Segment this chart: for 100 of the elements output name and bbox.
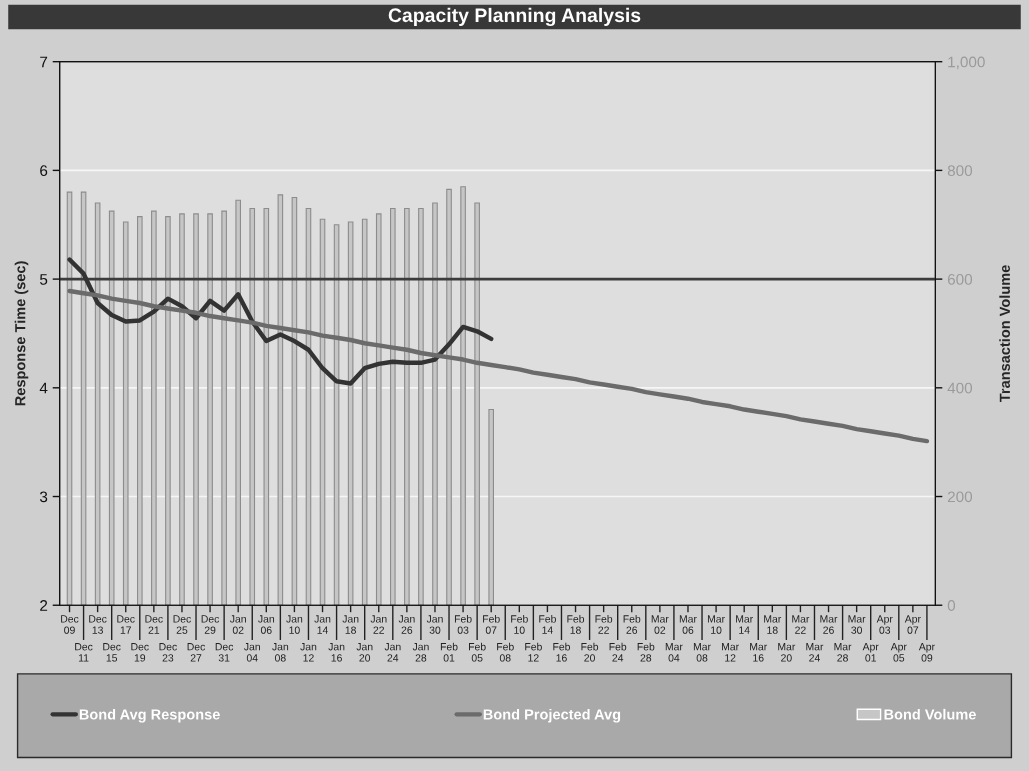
x-tick-label: Feb 22	[595, 614, 613, 634]
x-tick-label: Dec 15	[103, 643, 121, 662]
bar	[263, 207, 270, 606]
x-tick-label: Dec 29	[201, 615, 220, 634]
bar	[108, 210, 115, 606]
y-tick-label: 3	[39, 491, 48, 503]
x-tick-label: Dec 23	[159, 643, 177, 662]
x-tick-label: Mar 20	[778, 643, 796, 662]
x-tick-label: Apr 07	[904, 615, 921, 634]
x-tick-label: Mar 06	[679, 615, 697, 634]
x-tick-label: Mar 24	[806, 643, 824, 662]
bar	[151, 210, 157, 606]
bar	[122, 221, 129, 606]
x-tick-label: Dec 31	[215, 643, 234, 662]
y-tick-label: 2	[40, 600, 48, 611]
x-tick-label: Feb 12	[525, 642, 542, 662]
x-tick-label: Feb 07	[483, 614, 500, 634]
x-tick-label: Feb 03	[454, 614, 472, 634]
y-tick-label: 7	[40, 56, 48, 68]
y2-axis-title: Transaction Volume	[999, 265, 1010, 403]
x-tick-label: Mar 02	[651, 615, 669, 634]
x-tick-label: Jan 06	[258, 615, 275, 634]
x-tick-label: Apr 03	[876, 615, 893, 634]
bar	[432, 202, 438, 606]
bar	[375, 213, 382, 606]
x-tick-label: Dec 11	[75, 643, 93, 662]
line-series	[67, 288, 930, 444]
bar	[361, 218, 368, 606]
x-tick-label: Feb 18	[567, 614, 585, 634]
x-tick-label: Mar 18	[764, 615, 782, 634]
x-tick-label: Dec 17	[117, 615, 135, 634]
y-tick-label: 6	[40, 165, 48, 177]
bar	[221, 210, 227, 606]
bar	[460, 186, 466, 606]
bar	[446, 188, 452, 606]
x-tick-label: Jan 16	[328, 643, 345, 662]
x-tick-label: Dec 21	[145, 615, 163, 634]
chart-title: Capacity Planning Analysis	[388, 7, 641, 27]
x-tick-label: Jan 08	[272, 643, 289, 662]
x-tick-label: Jan 26	[398, 615, 415, 634]
bar	[165, 216, 171, 606]
y-tick-label: 5	[39, 274, 48, 285]
legend-label: Bond Avg Response	[79, 708, 220, 723]
x-tick-label: Mar 08	[693, 643, 711, 662]
x-tick-label: Mar 04	[665, 643, 683, 662]
y-axis-title: Response Time (sec)	[14, 261, 29, 406]
x-tick-label: Mar 10	[707, 615, 725, 634]
x-tick-label: Feb 01	[440, 642, 458, 662]
x-tick-label: Jan 30	[426, 615, 443, 634]
legend-label: Bond Volume	[884, 708, 976, 720]
x-tick-label: Dec 09	[61, 615, 79, 634]
x-tick-label: Mar 22	[792, 615, 810, 634]
bar	[193, 213, 199, 606]
x-tick-label: Mar 28	[834, 643, 852, 662]
x-tick-label: Jan 02	[229, 615, 246, 634]
x-tick-label: Jan 14	[314, 615, 331, 634]
bar	[277, 194, 284, 606]
x-tick-label: Feb 16	[553, 642, 571, 662]
bar	[136, 216, 143, 606]
x-tick-label: Feb 08	[497, 642, 514, 662]
x-tick-label: Apr 05	[890, 643, 907, 662]
x-tick-label: Mar 26	[820, 615, 838, 634]
x-tick-label: Feb 14	[539, 614, 556, 634]
x-tick-label: Feb 26	[623, 614, 641, 634]
x-tick-label: Mar 16	[750, 643, 768, 662]
x-tick-label: Jan 24	[384, 643, 401, 662]
x-tick-label: Jan 28	[412, 643, 429, 662]
x-tick-label: Mar 14	[736, 615, 753, 634]
x-tick-label: Feb 28	[637, 642, 655, 662]
legend-label: Bond Projected Avg	[483, 708, 621, 723]
x-tick-label: Feb 20	[581, 642, 599, 662]
bar	[235, 199, 241, 606]
x-tick-label: Jan 04	[244, 643, 260, 662]
bar	[404, 207, 410, 606]
x-tick-label: Jan 22	[370, 615, 387, 634]
x-tick-label: Jan 18	[342, 615, 359, 634]
x-tick-label: Dec 27	[187, 643, 206, 662]
bar	[418, 207, 424, 606]
x-tick-label: Feb 10	[511, 614, 528, 634]
bar	[207, 213, 213, 606]
bar	[94, 202, 101, 606]
x-tick-label: Dec 19	[131, 643, 149, 662]
bar	[488, 409, 495, 606]
x-tick-label: Apr 01	[862, 643, 879, 662]
bar	[179, 213, 185, 606]
x-tick-label: Dec 13	[89, 615, 107, 634]
x-tick-label: Jan 10	[286, 615, 303, 634]
x-tick-label: Apr 09	[918, 643, 935, 662]
y-tick-label: 4	[39, 382, 48, 394]
x-tick-label: Feb 05	[469, 642, 486, 662]
x-tick-label: Mar 12	[722, 643, 739, 662]
x-tick-label: Feb 24	[609, 642, 627, 662]
bar	[390, 207, 396, 606]
x-tick-label: Dec 25	[173, 615, 191, 634]
bar	[249, 207, 256, 606]
bar	[474, 202, 480, 606]
x-tick-label: Jan 12	[300, 643, 317, 662]
bar	[347, 221, 354, 606]
x-tick-label: Mar 30	[848, 615, 866, 634]
x-tick-label: Jan 20	[356, 643, 373, 662]
